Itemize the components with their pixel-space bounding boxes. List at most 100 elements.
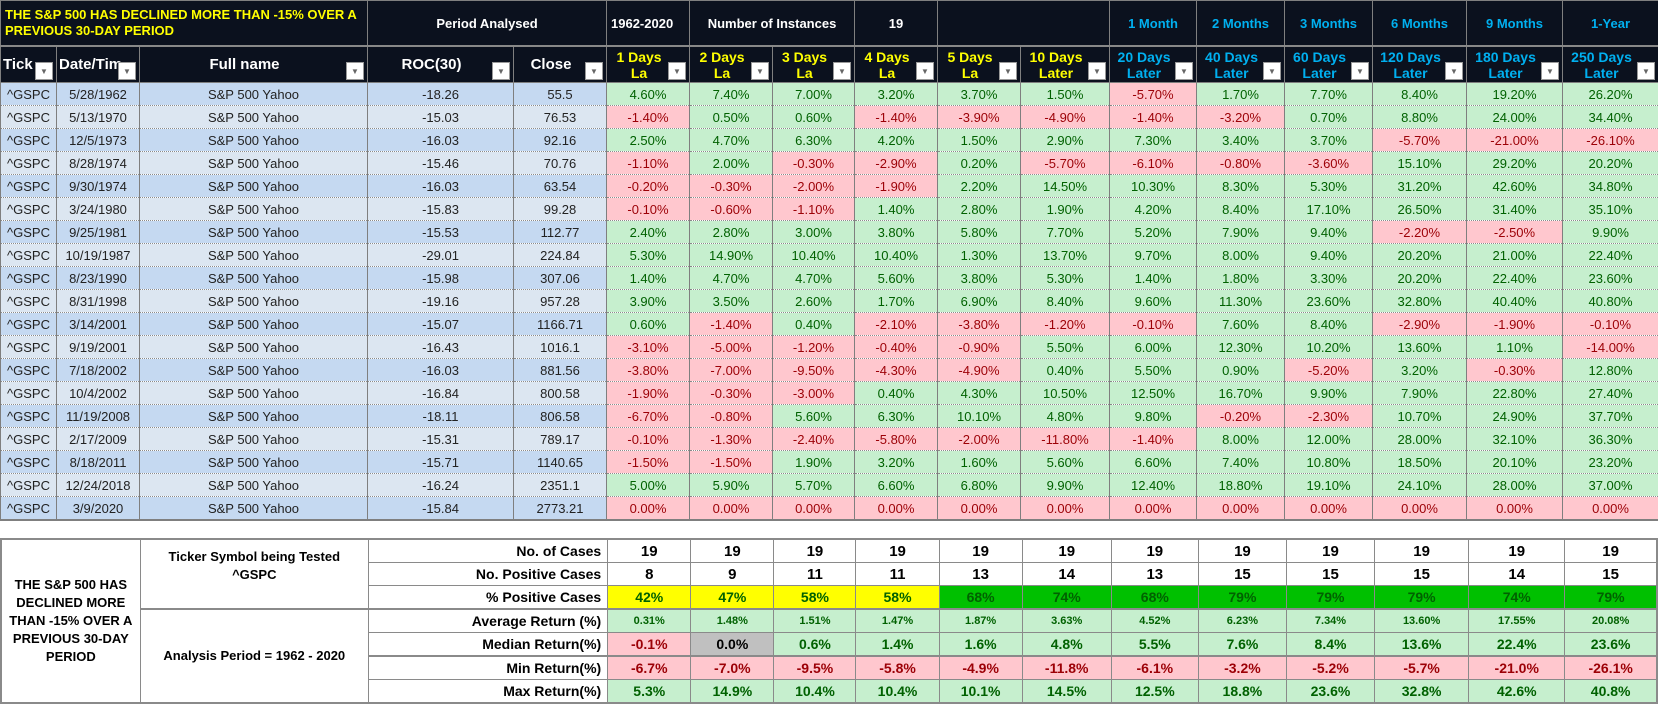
filter-dropdown-button[interactable]: ▼ [833,62,851,80]
return-cell[interactable]: 27.40% [1563,382,1658,405]
summary-value[interactable]: 20.08% [1565,609,1657,633]
return-cell[interactable]: 1.40% [607,267,690,290]
return-cell[interactable]: 6.30% [855,405,938,428]
summary-value[interactable]: 14.5% [1022,680,1111,704]
return-cell[interactable]: 5.00% [607,474,690,497]
summary-value[interactable]: -21.0% [1469,656,1565,680]
date-cell[interactable]: 2/17/2009 [57,428,140,451]
date-cell[interactable]: 10/4/2002 [57,382,140,405]
roc-cell[interactable]: -15.83 [368,198,514,221]
return-cell[interactable]: 0.00% [1285,497,1373,521]
return-cell[interactable]: 1.40% [855,198,938,221]
return-cell[interactable]: 0.00% [607,497,690,521]
name-cell[interactable]: S&P 500 Yahoo [140,474,368,497]
name-cell[interactable]: S&P 500 Yahoo [140,497,368,521]
return-cell[interactable]: 5.30% [1285,175,1373,198]
return-cell[interactable]: -0.10% [1110,313,1197,336]
summary-value[interactable]: 13 [1111,563,1198,586]
close-cell[interactable]: 55.5 [514,83,607,106]
return-cell[interactable]: -5.20% [1285,359,1373,382]
return-cell[interactable]: 7.40% [1197,451,1285,474]
return-cell[interactable]: 4.80% [1021,405,1110,428]
return-cell[interactable]: -1.30% [690,428,773,451]
date-cell[interactable]: 5/13/1970 [57,106,140,129]
return-cell[interactable]: 0.00% [1110,497,1197,521]
return-cell[interactable]: 34.80% [1563,175,1658,198]
filter-dropdown-button[interactable]: ▼ [1175,62,1193,80]
return-cell[interactable]: 3.20% [855,451,938,474]
return-cell[interactable]: 2.80% [690,221,773,244]
ticker-cell[interactable]: ^GSPC [1,474,57,497]
return-cell[interactable]: 6.30% [773,129,855,152]
close-cell[interactable]: 99.28 [514,198,607,221]
summary-value[interactable]: 6.23% [1198,609,1286,633]
name-cell[interactable]: S&P 500 Yahoo [140,221,368,244]
date-cell[interactable]: 10/19/1987 [57,244,140,267]
summary-value[interactable]: 14 [1469,563,1565,586]
summary-value[interactable]: 1.47% [856,609,939,633]
summary-value[interactable]: 19 [939,539,1022,563]
return-cell[interactable]: 2.60% [773,290,855,313]
return-cell[interactable]: 0.60% [773,106,855,129]
date-cell[interactable]: 8/31/1998 [57,290,140,313]
summary-value[interactable]: 19 [774,539,856,563]
return-cell[interactable]: 9.80% [1110,405,1197,428]
return-cell[interactable]: 24.90% [1467,405,1563,428]
return-cell[interactable]: 32.80% [1373,290,1467,313]
return-cell[interactable]: 23.60% [1285,290,1373,313]
return-cell[interactable]: -2.00% [773,175,855,198]
summary-value[interactable]: 1.51% [774,609,856,633]
return-cell[interactable]: -5.00% [690,336,773,359]
return-cell[interactable]: 31.40% [1467,198,1563,221]
return-cell[interactable]: 7.40% [690,83,773,106]
return-cell[interactable]: 5.50% [1110,359,1197,382]
return-cell[interactable]: 14.90% [690,244,773,267]
summary-value[interactable]: 1.4% [856,633,939,657]
return-cell[interactable]: -1.40% [1110,106,1197,129]
summary-value[interactable]: 15 [1286,563,1374,586]
filter-dropdown-button[interactable]: ▼ [346,62,364,80]
filter-dropdown-button[interactable]: ▼ [1351,62,1369,80]
return-cell[interactable]: 8.00% [1197,244,1285,267]
summary-value[interactable]: 7.34% [1286,609,1374,633]
ticker-cell[interactable]: ^GSPC [1,175,57,198]
summary-value[interactable]: 79% [1565,586,1657,610]
summary-value[interactable]: 13.60% [1375,609,1469,633]
ticker-cell[interactable]: ^GSPC [1,106,57,129]
name-cell[interactable]: S&P 500 Yahoo [140,175,368,198]
return-cell[interactable]: 1.60% [938,451,1021,474]
close-cell[interactable]: 63.54 [514,175,607,198]
return-cell[interactable]: 2.90% [1021,129,1110,152]
name-cell[interactable]: S&P 500 Yahoo [140,382,368,405]
return-cell[interactable]: 5.50% [1021,336,1110,359]
return-cell[interactable]: -6.70% [607,405,690,428]
return-cell[interactable]: 9.60% [1110,290,1197,313]
summary-value[interactable]: 79% [1286,586,1374,610]
return-cell[interactable]: 0.00% [1197,497,1285,521]
return-cell[interactable]: 34.40% [1563,106,1658,129]
return-cell[interactable]: -5.80% [855,428,938,451]
roc-cell[interactable]: -16.43 [368,336,514,359]
return-cell[interactable]: 12.30% [1197,336,1285,359]
return-cell[interactable]: 18.80% [1197,474,1285,497]
return-cell[interactable]: 12.00% [1285,428,1373,451]
return-cell[interactable]: 3.70% [938,83,1021,106]
close-cell[interactable]: 92.16 [514,129,607,152]
summary-value[interactable]: 14.9% [691,680,774,704]
summary-value[interactable]: 47% [691,586,774,610]
summary-value[interactable]: 18.8% [1198,680,1286,704]
roc-cell[interactable]: -15.84 [368,497,514,521]
ticker-cell[interactable]: ^GSPC [1,497,57,521]
return-cell[interactable]: 3.80% [938,267,1021,290]
return-cell[interactable]: 1.50% [1021,83,1110,106]
return-cell[interactable]: 0.40% [773,313,855,336]
summary-value[interactable]: 4.52% [1111,609,1198,633]
summary-value[interactable]: 15 [1565,563,1657,586]
return-cell[interactable]: 37.00% [1563,474,1658,497]
ticker-cell[interactable]: ^GSPC [1,313,57,336]
return-cell[interactable]: 2.20% [938,175,1021,198]
return-cell[interactable]: 4.20% [1110,198,1197,221]
name-cell[interactable]: S&P 500 Yahoo [140,244,368,267]
date-cell[interactable]: 9/19/2001 [57,336,140,359]
summary-value[interactable]: 7.6% [1198,633,1286,657]
